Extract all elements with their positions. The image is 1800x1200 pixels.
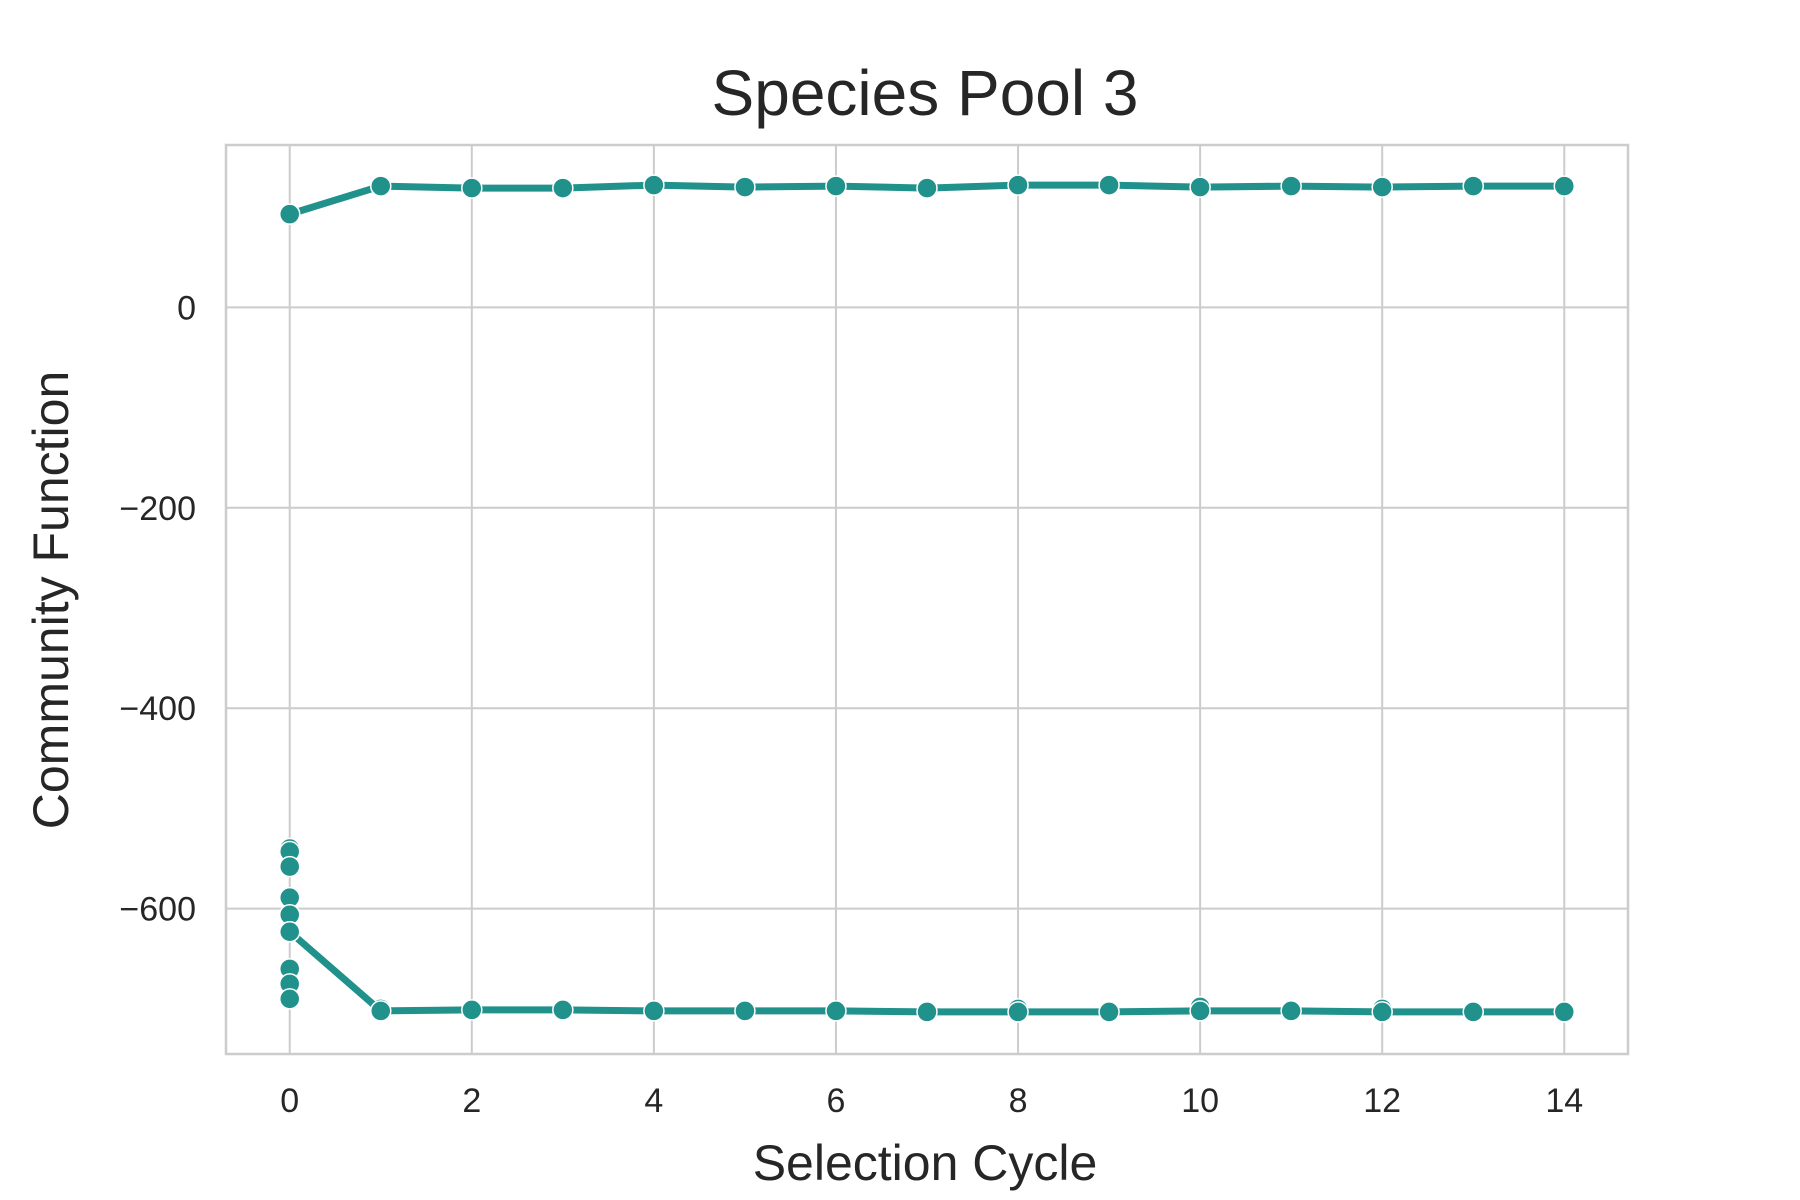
y-tick-label: 0 xyxy=(177,289,196,327)
series-point-lower xyxy=(461,999,483,1021)
x-tick-label: 12 xyxy=(1363,1082,1401,1120)
series-point-upper xyxy=(370,175,392,197)
series-point-upper xyxy=(1371,176,1393,198)
series-point-lower xyxy=(1098,1001,1120,1023)
x-tick-label: 0 xyxy=(280,1082,299,1120)
tick-labels: 0 2 4 6 8 10 12 14 0 −200 −400 −600 xyxy=(119,289,1583,1120)
series-point-upper xyxy=(278,203,301,225)
x-tick-label: 6 xyxy=(827,1082,846,1120)
series-point-lower xyxy=(1280,1000,1302,1022)
series-point-upper xyxy=(643,174,665,196)
x-axis-label: Selection Cycle xyxy=(753,1135,1098,1191)
series-point-lower xyxy=(825,1000,847,1022)
series-point-lower xyxy=(370,1000,392,1022)
x-tick-label: 8 xyxy=(1009,1082,1028,1120)
series-point-upper xyxy=(552,177,574,199)
scatter-point xyxy=(278,855,301,878)
y-tick-label: −600 xyxy=(119,891,196,929)
series-point-upper xyxy=(734,176,756,198)
series-point-lower xyxy=(552,999,574,1021)
y-tick-label: −400 xyxy=(119,690,196,728)
series-point-upper xyxy=(916,177,938,199)
scatter-point xyxy=(278,988,301,1010)
y-tick-label: −200 xyxy=(119,490,196,528)
series-point-lower xyxy=(916,1001,938,1023)
series-point-lower xyxy=(734,1000,756,1022)
plot-frame xyxy=(224,143,1630,1056)
x-tick-label: 10 xyxy=(1181,1082,1219,1120)
series-point-upper xyxy=(1189,176,1211,198)
series-point-lower xyxy=(1462,1001,1484,1023)
chart-title: Species Pool 3 xyxy=(712,57,1139,129)
series-point-upper xyxy=(461,177,483,199)
series-line-lower xyxy=(286,928,1568,1016)
grid-lines xyxy=(226,145,1628,1054)
series-point-upper xyxy=(1462,175,1484,197)
y-axis-label: Community Function xyxy=(23,371,79,830)
series xyxy=(278,174,1576,1023)
series-point-lower xyxy=(1553,1001,1576,1023)
series-point-upper xyxy=(1553,175,1576,197)
series-point-lower xyxy=(1371,1001,1393,1023)
series-point-lower xyxy=(1007,1001,1029,1023)
x-tick-label: 2 xyxy=(462,1082,481,1120)
series-point-upper xyxy=(1098,174,1120,196)
series-point-upper xyxy=(1280,175,1302,197)
series-point-lower xyxy=(278,920,301,943)
series-point-lower xyxy=(643,1000,665,1022)
series-point-upper xyxy=(825,175,847,197)
x-tick-label: 4 xyxy=(644,1082,663,1120)
series-point-upper xyxy=(1007,174,1029,196)
series-point-lower xyxy=(1189,1000,1211,1022)
x-tick-label: 14 xyxy=(1545,1082,1583,1120)
